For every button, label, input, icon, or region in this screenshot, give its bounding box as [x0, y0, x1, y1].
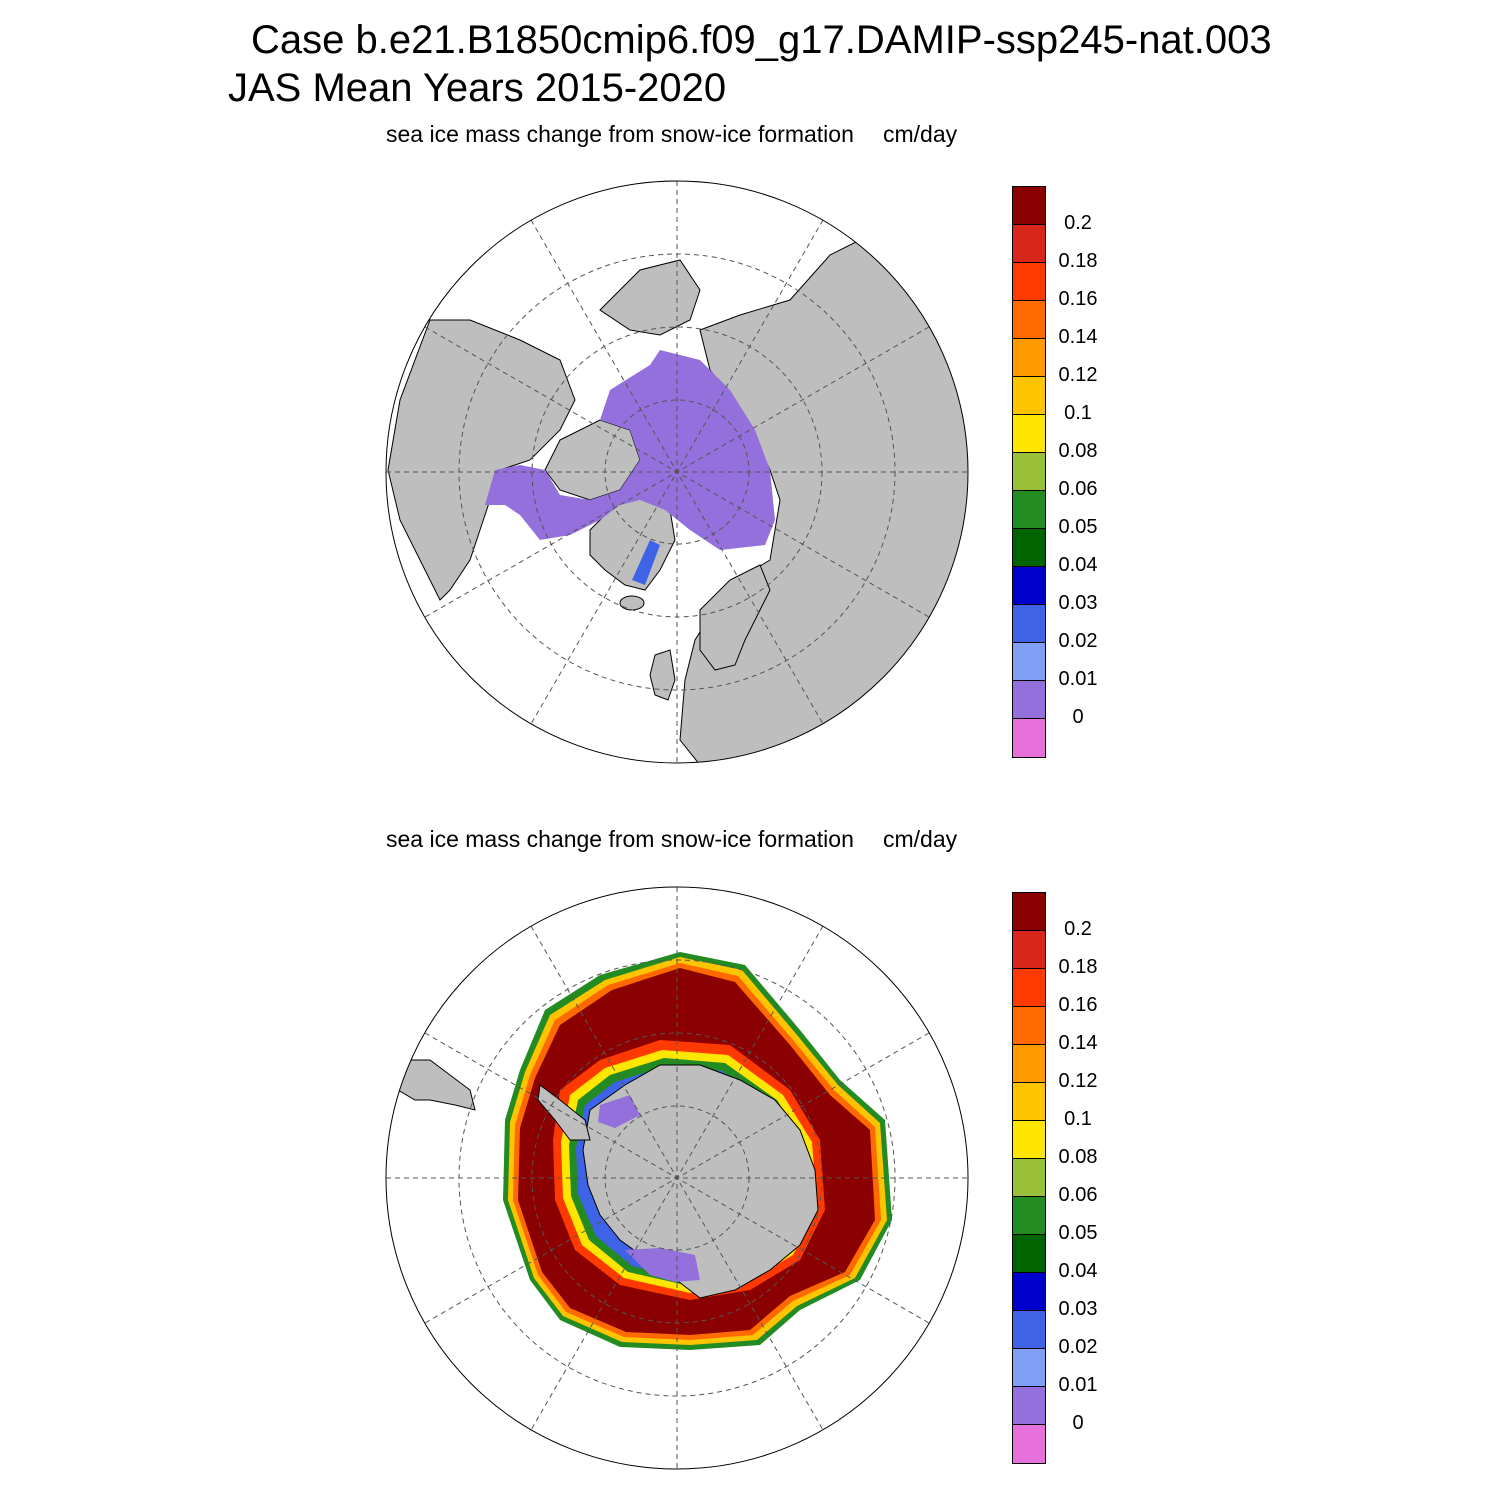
south-colorbar-swatch	[1013, 1007, 1045, 1045]
south-colorbar-tick-label: 0.08	[1058, 1146, 1098, 1168]
north-colorbar	[1012, 186, 1046, 758]
north-america-landmass	[387, 319, 576, 601]
south-colorbar-swatch	[1013, 1083, 1045, 1121]
north-colorbar-tick-label: 0.16	[1058, 288, 1098, 310]
north-colorbar-tick-label: 0.18	[1058, 250, 1098, 272]
north-colorbar-tick-label: 0.2	[1064, 212, 1092, 234]
north-colorbar-tick-label: 0.1	[1064, 402, 1092, 424]
north-polar-map	[386, 181, 968, 763]
south-panel-title: sea ice mass change from snow-ice format…	[386, 826, 854, 852]
british-isles	[649, 649, 676, 701]
south-panel-units: cm/day	[883, 826, 958, 852]
south-colorbar-tick-label: 0.03	[1058, 1298, 1098, 1320]
antarctic-peninsula	[537, 1084, 591, 1141]
north-colorbar-tick-label: 0.06	[1058, 478, 1098, 500]
south-colorbar-tick-label: 0.04	[1058, 1260, 1098, 1282]
east-greenland-ice-edge	[632, 540, 660, 585]
south-colorbar-tick-label: 0.1	[1064, 1108, 1092, 1130]
scandinavia-landmass	[699, 564, 771, 671]
south-colorbar-tick-label: 0.2	[1064, 918, 1092, 940]
south-colorbar-swatch	[1013, 1235, 1045, 1273]
north-colorbar-swatch	[1013, 643, 1045, 681]
north-colorbar-tick-label: 0.14	[1058, 326, 1098, 348]
south-colorbar-tick-label: 0.01	[1058, 1374, 1098, 1396]
north-colorbar-swatch	[1013, 415, 1045, 453]
south-colorbar-swatch	[1013, 1349, 1045, 1387]
south-colorbar-swatch	[1013, 1311, 1045, 1349]
north-colorbar-swatch	[1013, 491, 1045, 529]
south-colorbar-tick-label: 0.16	[1058, 994, 1098, 1016]
north-colorbar-tick-label: 0.05	[1058, 516, 1098, 538]
south-colorbar-swatch	[1013, 1045, 1045, 1083]
south-colorbar-swatch	[1013, 893, 1045, 931]
south-map-border	[385, 886, 969, 1470]
north-colorbar-swatch	[1013, 377, 1045, 415]
south-colorbar-tick-label: 0.12	[1058, 1070, 1098, 1092]
north-colorbar-tick-label: 0.12	[1058, 364, 1098, 386]
north-colorbar-tick-label: 0	[1072, 706, 1084, 728]
north-colorbar-swatch	[1013, 605, 1045, 643]
north-colorbar-swatch	[1013, 681, 1045, 719]
south-colorbar-tick-label: 0	[1072, 1412, 1084, 1434]
south-colorbar-swatch	[1013, 931, 1045, 969]
south-colorbar-swatch	[1013, 1159, 1045, 1197]
figure-title-line1: Case b.e21.B1850cmip6.f09_g17.DAMIP-ssp2…	[251, 18, 1272, 62]
north-colorbar-tick-label: 0.08	[1058, 440, 1098, 462]
south-colorbar-tick-label: 0.02	[1058, 1336, 1098, 1358]
north-graticule	[386, 181, 968, 763]
figure-title-line2: JAS Mean Years 2015-2020	[228, 66, 727, 110]
north-colorbar-swatch	[1013, 263, 1045, 301]
weddell-sea-ice	[598, 1095, 640, 1128]
south-colorbar-swatch	[1013, 969, 1045, 1007]
arctic-sea-ice	[485, 350, 775, 550]
south-polar-map	[386, 887, 968, 1469]
south-colorbar-swatch	[1013, 1425, 1045, 1463]
north-colorbar-swatch	[1013, 187, 1045, 225]
south-colorbar-swatch	[1013, 1197, 1045, 1235]
bering-region-land	[599, 259, 701, 336]
south-colorbar-swatch	[1013, 1387, 1045, 1425]
south-america-landmass	[397, 1059, 476, 1111]
north-colorbar-swatch	[1013, 529, 1045, 567]
north-colorbar-swatch	[1013, 567, 1045, 605]
north-colorbar-tick-label: 0.04	[1058, 554, 1098, 576]
north-colorbar-swatch	[1013, 719, 1045, 757]
south-colorbar-tick-label: 0.06	[1058, 1184, 1098, 1206]
south-colorbar	[1012, 892, 1046, 1464]
iceland	[619, 595, 645, 611]
north-panel-title: sea ice mass change from snow-ice format…	[386, 121, 854, 147]
ross-sea-ice	[625, 1248, 700, 1282]
south-colorbar-swatch	[1013, 1121, 1045, 1159]
north-colorbar-swatch	[1013, 339, 1045, 377]
north-colorbar-tick-label: 0.01	[1058, 668, 1098, 690]
south-graticule	[386, 887, 968, 1469]
north-colorbar-swatch	[1013, 301, 1045, 339]
south-colorbar-tick-label: 0.14	[1058, 1032, 1098, 1054]
north-colorbar-tick-label: 0.02	[1058, 630, 1098, 652]
south-colorbar-tick-label: 0.18	[1058, 956, 1098, 978]
south-colorbar-tick-label: 0.05	[1058, 1222, 1098, 1244]
north-colorbar-swatch	[1013, 225, 1045, 263]
north-map-border	[385, 180, 969, 764]
north-colorbar-tick-label: 0.03	[1058, 592, 1098, 614]
north-colorbar-swatch	[1013, 453, 1045, 491]
south-colorbar-swatch	[1013, 1273, 1045, 1311]
north-panel-units: cm/day	[883, 121, 958, 147]
